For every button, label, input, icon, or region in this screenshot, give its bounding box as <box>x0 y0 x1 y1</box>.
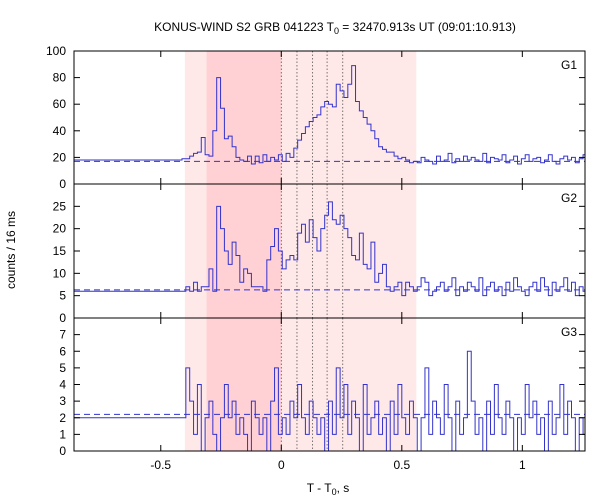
y-tick-label: 4 <box>59 378 66 392</box>
y-tick-label: 6 <box>59 344 66 358</box>
shaded-interval-layer <box>184 51 417 451</box>
y-tick-label: 20 <box>53 150 67 164</box>
x-tick-label: 0 <box>278 458 285 472</box>
y-axis-label: counts / 16 ms <box>4 211 18 289</box>
y-tick-label: 0 <box>59 444 66 458</box>
panel-label-g3: G3 <box>561 325 577 339</box>
x-tick-label: -0.5 <box>150 458 171 472</box>
y-tick-label: 2 <box>59 411 66 425</box>
x-axis-label: T - T0, s <box>307 481 350 497</box>
x-tick-label: 0.5 <box>393 458 410 472</box>
y-tick-label: 5 <box>59 289 66 303</box>
y-tick-label: 25 <box>53 199 67 213</box>
y-tick-label: 1 <box>59 427 66 441</box>
y-tick-label: 3 <box>59 394 66 408</box>
y-tick-label: 10 <box>53 266 67 280</box>
y-tick-label: 20 <box>53 222 67 236</box>
y-tick-label: 0 <box>59 177 66 191</box>
shaded-region-2 <box>206 51 282 451</box>
y-tick-label: 100 <box>46 44 66 58</box>
panel-g1: 0 20 40 60 80 100 G1 <box>46 44 586 191</box>
light-curve-g3 <box>74 350 585 452</box>
y-tick-label: 7 <box>59 328 66 342</box>
y-tick-label: 80 <box>53 71 67 85</box>
y-tick-label: 60 <box>53 97 67 111</box>
light-curve-g2 <box>74 201 585 297</box>
panel-label-g2: G2 <box>561 191 577 205</box>
y-tick-label: 40 <box>53 124 67 138</box>
x-tick-label: 1 <box>519 458 526 472</box>
panel-g3: 0 1 2 3 4 5 6 7 G3 <box>59 317 586 458</box>
chart-title: KONUS-WIND S2 GRB 041223 T0 = 32470.913s… <box>154 20 516 36</box>
y-tick-label: 0 <box>59 311 66 325</box>
y-tick-label: 15 <box>53 244 67 258</box>
light-curve-g1 <box>74 65 585 165</box>
y-tick-label: 5 <box>59 361 66 375</box>
panel-label-g1: G1 <box>561 58 577 72</box>
